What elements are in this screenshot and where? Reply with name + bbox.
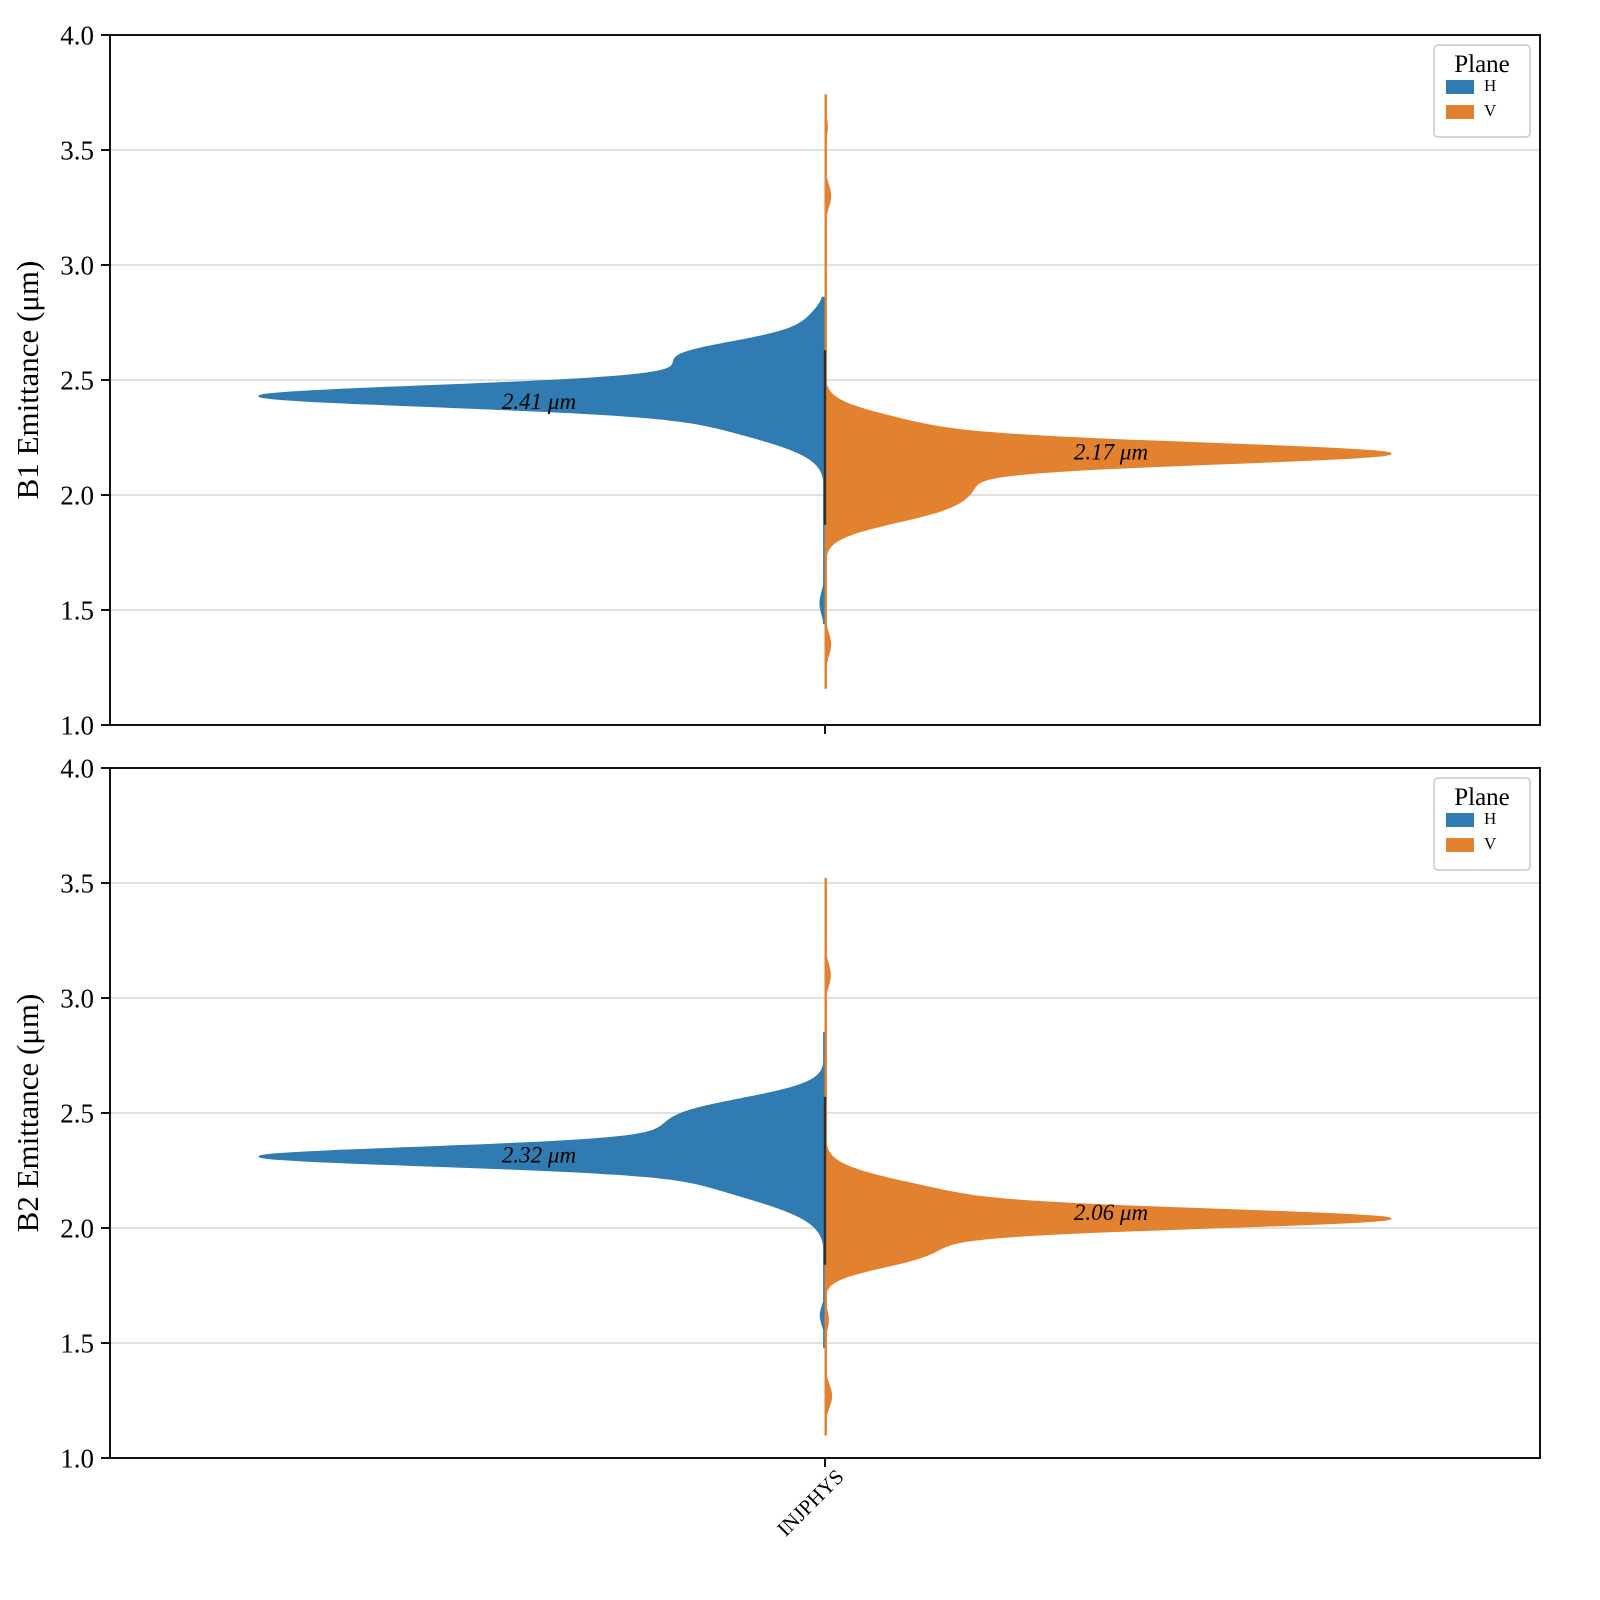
violin-v-b2 [824,877,1392,1436]
legend-title: Plane [1454,51,1510,78]
violin-h-b2 [258,1032,826,1349]
y-tick-label: 1.5 [60,595,94,625]
y-tick-label: 1.0 [60,1443,94,1473]
mean-annotation-h: 2.41 μm [502,389,576,414]
y-tick-label: 3.0 [60,250,94,280]
mean-annotation-v: 2.06 μm [1074,1200,1148,1225]
y-axis-label: B1 Emittance (μm) [10,261,45,500]
y-tick-label: 3.0 [60,983,94,1013]
y-tick-label: 2.5 [60,1098,94,1128]
subplot-b1: 2.41 μm 2.17 μm 1.0 1.5 2.0 2.5 3.0 3.5 4.0 B1 Em… [10,20,1541,740]
y-axis-label: B2 Emittance (μm) [10,994,45,1233]
x-tick-label: INJPHYS [772,1465,848,1541]
y-tick-label: 1.0 [60,710,94,740]
legend-swatch-v [1446,838,1474,852]
y-tick-label: 2.5 [60,365,94,395]
legend-label-v: V [1484,101,1497,120]
legend-label-h: H [1484,76,1496,95]
subplot-b2: 2.32 μm 2.06 μm 1.0 1.5 2.0 2.5 3.0 3.5 4.0 B2 Em… [10,753,1541,1473]
legend-label-h: H [1484,809,1496,828]
legend-swatch-h [1446,813,1474,827]
legend-title: Plane [1454,784,1510,811]
violin-h-b1 [258,296,826,625]
y-tick-label: 4.0 [60,753,94,783]
y-tick-label: 3.5 [60,135,94,165]
y-tick-label: 2.0 [60,1213,94,1243]
y-tick-label: 4.0 [60,20,94,50]
legend-swatch-v [1446,105,1474,119]
legend-label-v: V [1484,834,1497,853]
violin-v-b1 [824,94,1392,689]
legend-swatch-h [1446,80,1474,94]
mean-annotation-h: 2.32 μm [502,1142,576,1167]
y-tick-label: 3.5 [60,868,94,898]
mean-annotation-v: 2.17 μm [1074,439,1148,464]
y-tick-label: 1.5 [60,1328,94,1358]
y-tick-label: 2.0 [60,480,94,510]
